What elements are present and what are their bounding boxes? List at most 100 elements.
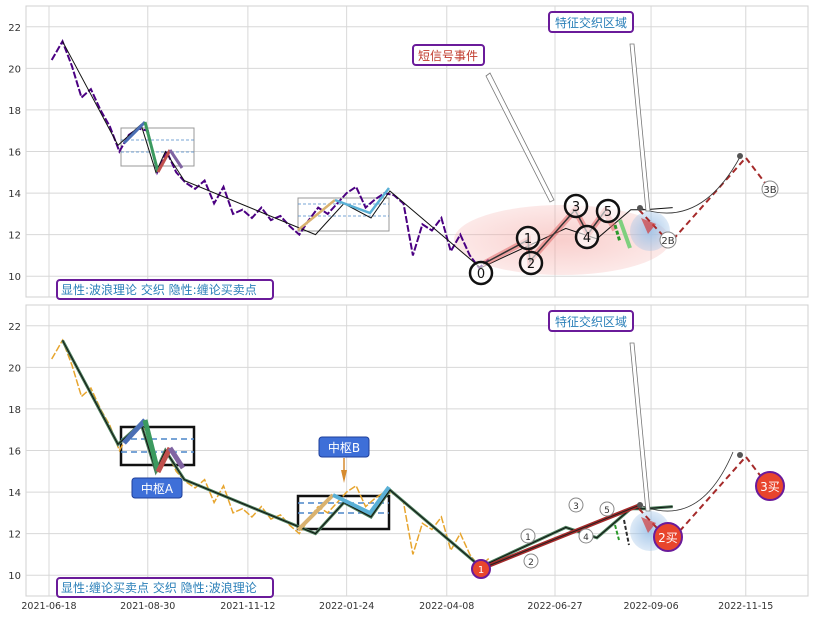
x-tick-label: 2022-11-15 (718, 601, 773, 612)
bottom-seg-2 (142, 419, 161, 473)
bottom-legend-text: 显性:缠论买卖点 交织 隐性:波浪理论 (61, 580, 257, 595)
bottom-feature-zone-text: 特征交织区域 (555, 314, 627, 329)
bottom-wave-circle (523, 553, 539, 569)
top-forecast-point-1 (637, 205, 643, 211)
bottom-buy-2-label: 2买 (658, 531, 678, 545)
bottom-forecast-line (638, 455, 774, 544)
x-tick-labels: 2021-06-18 2021-08-30 2021-11-12 2022-01-24… (21, 601, 773, 612)
bottom-seg-6 (332, 485, 391, 516)
bottom-wave-circle (578, 528, 594, 544)
bottom-wave-labels: 1 2 3 4 5 (520, 497, 615, 569)
top-buy-2b-label: 2B (661, 236, 674, 247)
top-seg-6 (334, 187, 390, 215)
x-tick-label: 2021-11-12 (220, 601, 275, 612)
bottom-buy-2-circle (653, 522, 683, 552)
bottom-buy-3-circle (755, 471, 785, 501)
bottom-legend-box (56, 577, 274, 598)
top-wave-pivot-circle (518, 250, 544, 276)
top-short-signal-callout: 短信号事件 (412, 44, 485, 66)
top-buy-3b-circle (761, 180, 779, 198)
top-wave-pivot-label: 0 (477, 267, 485, 282)
bottom-forecast-point-2 (737, 452, 743, 458)
bottom-green-2 (623, 519, 630, 546)
bottom-forecast-point-1 (637, 502, 643, 508)
top-wave-pivot-circle (563, 193, 589, 219)
y-tick-label: 18 (8, 106, 21, 117)
top-buy-3b-label: 3B (763, 185, 776, 196)
top-seg-1 (122, 120, 147, 145)
top-wave-pivot-circle (574, 224, 600, 250)
bottom-wave-label: 4 (583, 533, 589, 543)
bottom-buy-3: 3买 (755, 471, 785, 501)
top-feature-zone-box (548, 11, 634, 33)
x-tick-label: 2022-04-08 (419, 601, 474, 612)
bottom-y-tick-labels: 10 12 14 16 18 20 22 (8, 322, 21, 582)
bottom-zigzag-series (61, 339, 673, 569)
top-buy-2b: 2B (659, 231, 677, 249)
top-forecast-marker (641, 218, 656, 234)
top-forecast-curve (639, 156, 741, 214)
top-seg-3 (156, 149, 172, 173)
y-tick-label: 22 (8, 23, 21, 34)
bottom-seg-4 (167, 446, 186, 470)
bottom-pivot-a-box (131, 477, 183, 499)
top-feature-zone-callout: 特征交织区域 (548, 11, 634, 33)
y-tick-label: 14 (8, 189, 21, 200)
bottom-wave-label: 3 (573, 502, 579, 512)
top-wave-pivot-label: 2 (527, 257, 535, 272)
top-wave-pivot-label: 1 (524, 232, 532, 247)
top-short-signal-arrow (485, 72, 555, 203)
top-feature-zone-arrow (629, 43, 651, 212)
y-tick-label: 22 (8, 322, 21, 333)
bottom-wave-label: 1 (525, 533, 531, 543)
bottom-wave-circle (599, 501, 615, 517)
bottom-buy-1-label: 1 (478, 565, 484, 576)
bottom-wave-circle (568, 497, 584, 513)
bottom-pivot-a-callout: 中枢A (131, 477, 183, 499)
x-tick-label: 2021-08-30 (120, 601, 175, 612)
top-buy-2b-circle (659, 231, 677, 249)
top-wave-pivot-circle (515, 225, 541, 251)
y-tick-label: 10 (8, 571, 21, 582)
x-tick-label: 2022-09-06 (623, 601, 678, 612)
top-wave-pivot-circle (595, 198, 621, 224)
bottom-pivot-b-arrow (341, 470, 347, 483)
top-wave-pivots: 0 1 2 3 45 (468, 193, 621, 286)
y-tick-label: 12 (8, 530, 21, 541)
bottom-buy-2: 2买 (653, 522, 683, 552)
top-short-signal-text: 短信号事件 (418, 49, 478, 63)
top-forecast-line (638, 156, 774, 245)
top-y-tick-labels: 10 12 14 16 18 20 22 (8, 23, 21, 283)
y-tick-label: 16 (8, 148, 21, 159)
top-wave-green-1 (613, 224, 622, 243)
bottom-green-1 (614, 524, 620, 541)
bottom-feature-zone-arrow (629, 342, 651, 512)
bottom-pivot-b-box (318, 436, 370, 458)
bottom-wave-label: 5 (604, 506, 610, 516)
bottom-buy-1: 1 (471, 559, 491, 579)
bottom-seg-1 (122, 418, 147, 445)
bottom-buy-1-circle (471, 559, 491, 579)
y-tick-label: 20 (8, 363, 21, 374)
top-wave-green-2 (618, 219, 632, 249)
bottom-pivot-b-callout: 中枢B (318, 436, 370, 483)
top-seg-2 (143, 121, 160, 173)
top-forecast-point-2 (737, 153, 743, 159)
bottom-feature-zone-callout: 特征交织区域 (548, 310, 634, 332)
top-wave-pivot-label: 5 (604, 205, 612, 220)
top-wave-pivot-circle (468, 260, 494, 286)
top-wave-pivot-label: 3 (572, 200, 580, 215)
bottom-zigzag-line (62, 340, 673, 568)
x-tick-label: 2022-01-24 (319, 601, 374, 612)
top-short-signal-box (412, 44, 485, 66)
x-tick-label: 2022-06-27 (527, 601, 582, 612)
bottom-legend: 显性:缠论买卖点 交织 隐性:波浪理论 (56, 577, 274, 598)
x-tick-label: 2021-06-18 (21, 601, 76, 612)
y-tick-label: 12 (8, 231, 21, 242)
top-buy-3b: 3B (761, 180, 779, 198)
bottom-pivot-b-text: 中枢B (328, 440, 360, 455)
